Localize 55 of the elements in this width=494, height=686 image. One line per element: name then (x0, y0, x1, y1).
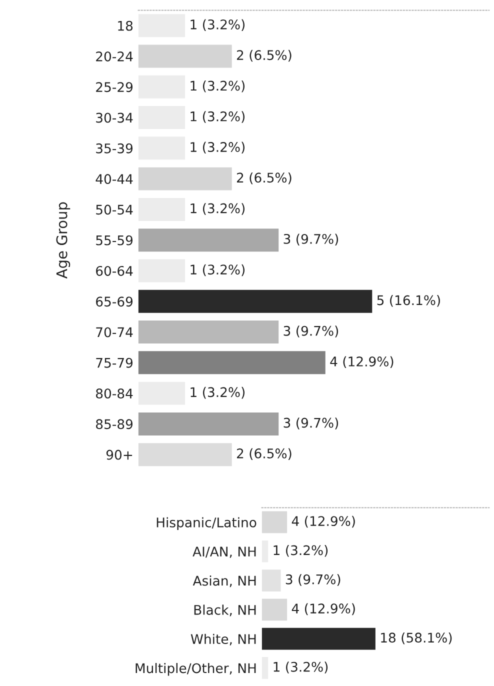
y-tick-label: AI/AN, NH (192, 546, 256, 558)
data-label: 1 (3.2%) (190, 264, 245, 276)
data-label: 2 (6.5%) (236, 50, 292, 62)
bar (262, 511, 288, 534)
y-tick-label: 70-74 (96, 327, 133, 338)
bar (138, 351, 326, 374)
data-label: 1 (3.2%) (274, 662, 328, 674)
data-label: 2 (6.5%) (236, 448, 292, 460)
y-tick-label: White, NH (190, 634, 256, 646)
y-tick-label: 60-64 (96, 266, 133, 276)
y-tick-label: 20-24 (96, 51, 133, 62)
y-tick-label: Asian, NH (192, 576, 256, 588)
y-tick-label: 65-69 (96, 296, 133, 307)
y-tick-label: 18 (118, 20, 133, 31)
data-label: 18 (58.1%) (381, 632, 452, 644)
bar (138, 290, 372, 313)
data-label: 1 (3.2%) (190, 142, 245, 154)
data-label: 4 (12.9%) (292, 516, 355, 528)
bar (262, 628, 376, 650)
bar (138, 228, 279, 252)
data-label: 2 (6.5%) (236, 172, 292, 184)
bar (138, 167, 232, 190)
data-label: 1 (3.2%) (190, 386, 245, 399)
y-tick-label: 25-29 (96, 82, 133, 92)
data-label: 1 (3.2%) (274, 545, 328, 557)
data-label: 5 (16.1%) (377, 295, 440, 307)
y-axis-title: Age Group (56, 202, 70, 279)
data-label: 4 (12.9%) (330, 356, 394, 368)
bar (138, 412, 279, 436)
bar (262, 570, 281, 592)
data-label: 3 (9.7%) (286, 574, 340, 586)
y-tick-label: 90+ (106, 450, 132, 460)
data-label: 3 (9.7%) (284, 418, 338, 430)
y-tick-label: Black, NH (194, 604, 256, 616)
y-tick-label: 30-34 (96, 112, 133, 123)
bar (138, 44, 232, 68)
y-tick-label: Hispanic/Latino (156, 517, 256, 530)
data-label: 1 (3.2%) (190, 203, 245, 215)
data-label: 3 (9.7%) (284, 326, 338, 338)
y-tick-label: 85-89 (96, 419, 133, 430)
bar (262, 598, 288, 621)
y-tick-label: 75-79 (96, 358, 133, 368)
bar (138, 320, 279, 344)
data-label: 1 (3.2%) (190, 80, 245, 92)
y-tick-label: 50-54 (96, 204, 133, 215)
data-label: 1 (3.2%) (190, 19, 245, 31)
y-tick-label: 40-44 (96, 174, 133, 184)
data-label: 1 (3.2%) (190, 111, 245, 123)
data-label: 4 (12.9%) (292, 603, 355, 616)
data-label: 3 (9.7%) (284, 234, 338, 246)
y-tick-label: 55-59 (96, 235, 133, 246)
y-tick-label: 35-39 (96, 143, 133, 154)
bar (138, 443, 232, 466)
y-tick-label: 80-84 (96, 388, 133, 399)
y-tick-label: Multiple/Other, NH (136, 662, 256, 676)
